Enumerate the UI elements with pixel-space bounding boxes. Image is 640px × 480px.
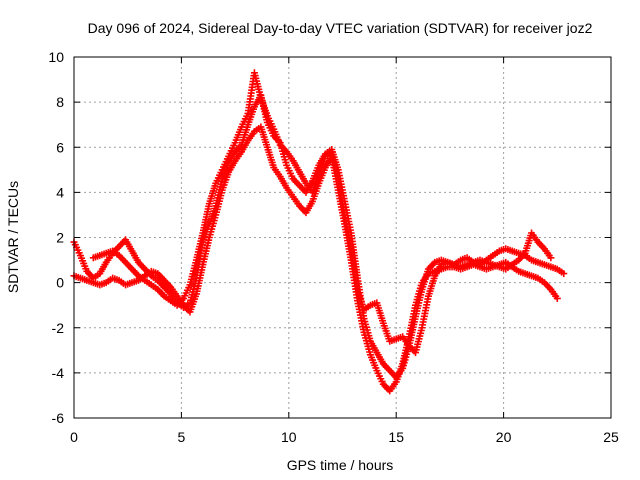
- x-tick-label: 10: [281, 429, 297, 445]
- y-tick-label: 8: [56, 94, 64, 110]
- data-points: [70, 69, 568, 395]
- y-tick-label: 0: [56, 275, 64, 291]
- y-tick-label: -4: [52, 365, 65, 381]
- plot-frame: [73, 56, 612, 419]
- x-tick-label: 0: [70, 429, 78, 445]
- chart-title: Day 096 of 2024, Sidereal Day-to-day VTE…: [88, 20, 593, 36]
- y-tick-label: 10: [48, 49, 64, 65]
- x-tick-label: 5: [178, 429, 186, 445]
- y-axis-label: SDTVAR / TECUs: [5, 181, 21, 293]
- x-axis-label: GPS time / hours: [287, 457, 394, 473]
- y-tick-label: 6: [56, 139, 64, 155]
- y-tick-label: 4: [56, 184, 64, 200]
- y-tick-label: -6: [52, 410, 65, 426]
- x-axis-ticks: 0 5 10 15 20 25: [70, 57, 619, 445]
- data-point: [560, 270, 568, 278]
- series-trace: [70, 91, 568, 381]
- x-tick-label: 20: [496, 429, 512, 445]
- data-point: [553, 294, 561, 302]
- y-tick-label: 2: [56, 230, 64, 246]
- x-tick-label: 25: [603, 429, 619, 445]
- series-trace: [89, 69, 555, 357]
- data-point: [547, 254, 555, 262]
- y-tick-label: -2: [52, 320, 65, 336]
- x-tick-label: 15: [388, 429, 404, 445]
- grid-lines: [74, 57, 611, 418]
